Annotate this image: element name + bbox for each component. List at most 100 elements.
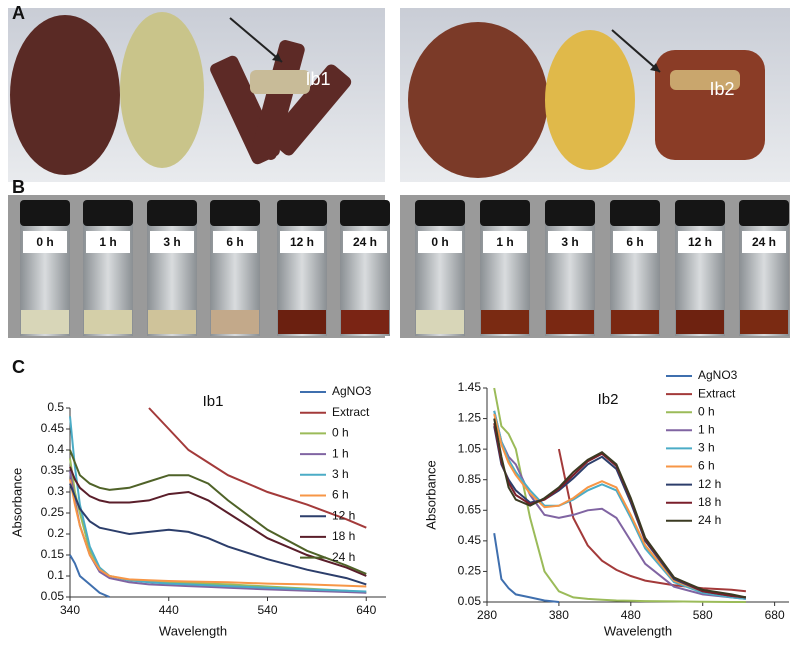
vial-label-bg [742, 231, 786, 253]
x-axis-label: Wavelength [159, 623, 227, 638]
legend-label: Extract [698, 386, 736, 400]
vial-label-bg [418, 231, 462, 253]
vial-liquid [211, 310, 259, 334]
tuber [408, 22, 548, 178]
vial-label: 3 h [163, 235, 180, 249]
peels [210, 40, 352, 165]
y-tick-label: 0.15 [41, 547, 65, 561]
legend-label: 6 h [698, 459, 715, 473]
x-axis-label: Wavelength [604, 623, 672, 638]
x-tick-label: 540 [257, 603, 277, 617]
series-line [69, 483, 367, 586]
legend-label: 6 h [332, 488, 349, 502]
legend-label: 12 h [332, 508, 355, 522]
vial-liquid [341, 310, 389, 334]
x-tick-label: 480 [621, 608, 641, 622]
y-tick-label: 0.65 [458, 502, 482, 516]
series-line [493, 533, 560, 603]
vial-liquid [611, 310, 659, 334]
legend-label: 0 h [332, 426, 349, 440]
legend-label: 24 h [332, 550, 355, 564]
vial-cap [610, 200, 660, 226]
legend-label: 0 h [698, 404, 715, 418]
peels [655, 50, 765, 160]
x-tick-label: 440 [159, 603, 179, 617]
vial-label-bg [483, 231, 527, 253]
x-tick-label: 680 [765, 608, 785, 622]
vial-label-bg [678, 231, 722, 253]
legend-label: Extract [332, 405, 370, 419]
legend-label: 18 h [698, 495, 721, 509]
series-line [493, 387, 746, 603]
x-tick-label: 380 [549, 608, 569, 622]
y-tick-label: 0.85 [458, 472, 482, 486]
vial-label-bg [213, 231, 257, 253]
legend-label: 1 h [332, 446, 349, 460]
vials: 0 h 1 h 3 h 6 h 12 h 24 h 0 h 1 h 3 h 6 h 12 h 24 h [20, 200, 789, 336]
peeled-tuber [120, 12, 204, 168]
series-line [69, 449, 367, 575]
series-line [69, 466, 367, 577]
y-tick-label: 1.25 [458, 411, 482, 425]
legend-label: 1 h [698, 422, 715, 436]
legend-label: AgNO3 [332, 384, 372, 398]
y-tick-label: 0.35 [41, 463, 65, 477]
x-tick-label: 640 [356, 603, 376, 617]
y-tick-label: 1.05 [458, 441, 482, 455]
x-tick-label: 580 [693, 608, 713, 622]
vial-label-bg [280, 231, 324, 253]
vial-cap [210, 200, 260, 226]
x-tick-label: 280 [477, 608, 497, 622]
panel-label: B [12, 177, 25, 197]
vial-label: 6 h [626, 235, 643, 249]
panel-label: A [12, 3, 25, 23]
vial-cap [147, 200, 197, 226]
vial-label: 12 h [688, 235, 712, 249]
y-tick-label: 0.45 [458, 533, 482, 547]
vial-cap [415, 200, 465, 226]
vial-label-bg [613, 231, 657, 253]
vial-cap [739, 200, 789, 226]
vial-cap [277, 200, 327, 226]
y-tick-label: 0.2 [47, 526, 64, 540]
chart-title: Ib1 [203, 393, 224, 410]
y-tick-label: 0.45 [41, 421, 65, 435]
y-axis-label: Absorbance [423, 460, 438, 529]
y-tick-label: 0.3 [47, 484, 64, 498]
vial-cap [480, 200, 530, 226]
y-tick-label: 1.45 [458, 380, 482, 394]
vial-cap [675, 200, 725, 226]
vial-liquid [21, 310, 69, 334]
vial-label: 3 h [561, 235, 578, 249]
peeled-tuber [545, 30, 635, 170]
series-line [69, 416, 367, 593]
vial-label-bg [86, 231, 130, 253]
vial-liquid [84, 310, 132, 334]
y-axis-label: Absorbance [9, 468, 24, 537]
vial-liquid [148, 310, 196, 334]
series-line [493, 410, 747, 600]
vial-label: 12 h [290, 235, 314, 249]
series-line [69, 479, 367, 588]
y-tick-label: 0.25 [41, 505, 65, 519]
vial-cap [545, 200, 595, 226]
arrow-head [272, 53, 282, 62]
y-tick-label: 0.4 [47, 442, 64, 456]
y-tick-label: 0.05 [41, 589, 65, 603]
arrow [229, 17, 283, 63]
vial-label: 6 h [226, 235, 243, 249]
vial-label-bg [150, 231, 194, 253]
series-line [69, 458, 367, 594]
vial-liquid [546, 310, 594, 334]
vial-label: 24 h [353, 235, 377, 249]
x-tick-label: 340 [60, 603, 80, 617]
legend-label: AgNO3 [698, 368, 738, 382]
arrow [611, 29, 661, 73]
y-tick-label: 0.05 [458, 594, 482, 608]
series-line [493, 418, 747, 599]
vial-liquid [676, 310, 724, 334]
vial-label: 0 h [431, 235, 448, 249]
legend-label: 3 h [698, 441, 715, 455]
vial-liquid [740, 310, 788, 334]
